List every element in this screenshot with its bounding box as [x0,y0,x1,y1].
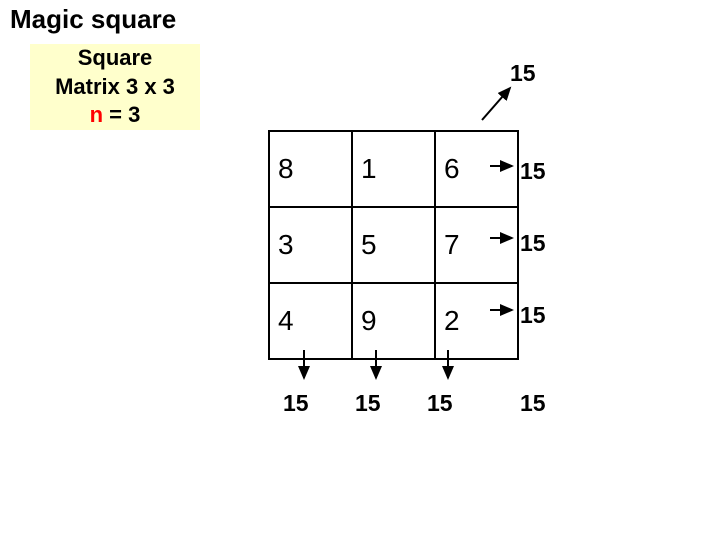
sum-label: 15 [520,302,546,329]
sum-label: 15 [283,390,309,417]
sum-label: 15 [520,158,546,185]
sum-label: 15 [520,390,546,417]
sum-label: 15 [520,230,546,257]
sum-label: 15 [427,390,453,417]
arrows-layer [0,0,720,540]
arrow [482,88,510,120]
sum-label: 15 [355,390,381,417]
sum-label: 15 [510,60,536,87]
